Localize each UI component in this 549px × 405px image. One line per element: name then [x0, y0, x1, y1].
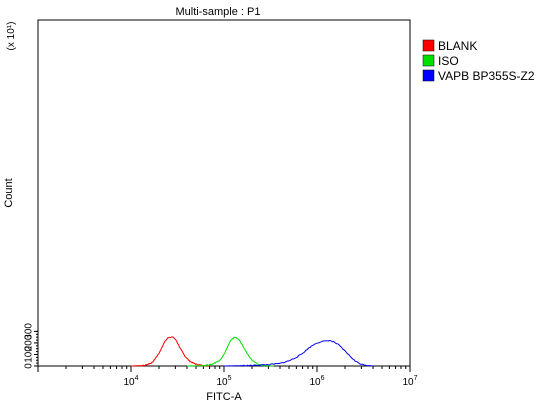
- y-tick-label: 200: [24, 334, 35, 351]
- x-axis: 104 105 106 107: [37, 366, 418, 388]
- y-tick-label: 0: [24, 363, 35, 369]
- y-tick-label: 100: [24, 346, 35, 363]
- x-tick-label: 104: [123, 375, 138, 388]
- x-axis-label: FITC-A: [206, 391, 242, 403]
- plot-frame: [37, 19, 411, 367]
- legend-label: VAPB BP355S-Z2: [438, 69, 535, 83]
- x-tick-label: 107: [402, 375, 417, 388]
- series-line-vapb-bp355s-z2: [223, 339, 374, 367]
- legend-label: ISO: [438, 54, 459, 68]
- series-line-iso: [186, 336, 274, 367]
- legend-swatch: [422, 54, 435, 67]
- x-tick-label: 106: [309, 375, 324, 388]
- series-line-blank: [130, 336, 210, 367]
- y-axis-label: Count: [3, 178, 15, 207]
- series-layer: [130, 336, 374, 367]
- x-tick-label: 105: [216, 375, 231, 388]
- y-tick-label: 300: [24, 323, 35, 340]
- legend-swatch: [422, 69, 435, 82]
- chart-title: Multi-sample : P1: [176, 6, 261, 18]
- legend-swatch: [422, 39, 435, 52]
- legend-label: BLANK: [438, 39, 477, 53]
- y-axis-multiplier: (x 10¹): [6, 22, 17, 51]
